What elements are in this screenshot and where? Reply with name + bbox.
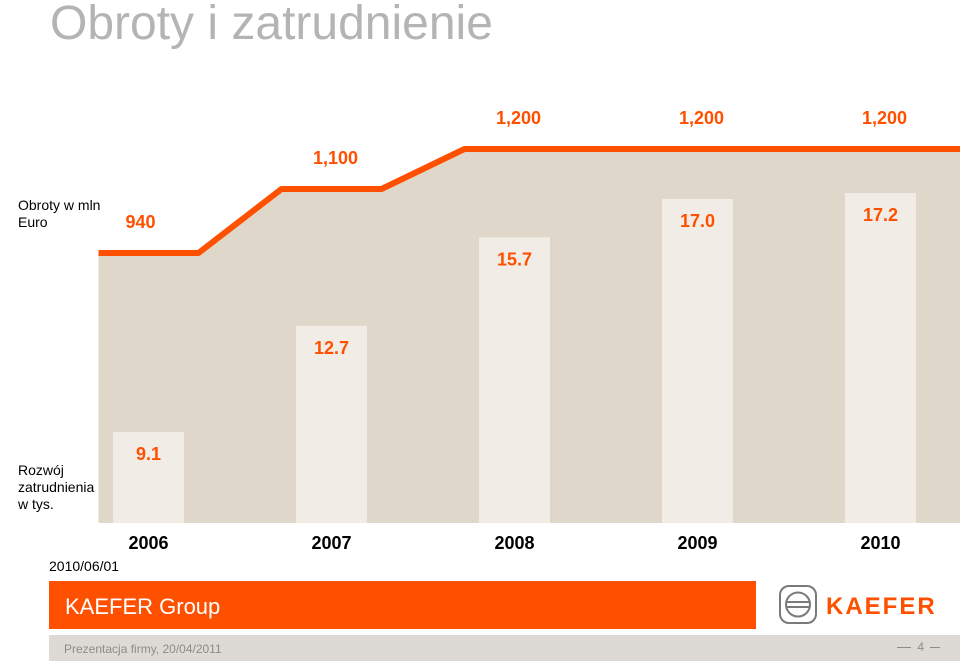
brand-bar: KAEFER Group (49, 581, 756, 629)
revenue-data-label: 940 (125, 212, 155, 232)
employment-bar (113, 432, 184, 523)
employment-bar (479, 237, 550, 523)
chart-labels: 9.1 2006 12.7 2007 15.7 2008 17.0 2009 17.2 2010 9… (125, 108, 907, 553)
employment-series-label: Rozwój zatrudnienia w tys. (18, 462, 94, 513)
page-title: Obroty i zatrudnienie (50, 0, 493, 50)
employment-data-label: 17.2 (863, 205, 898, 225)
employment-data-label: 9.1 (136, 444, 161, 464)
employment-data-label: 15.7 (497, 249, 532, 269)
employment-data-label: 17.0 (680, 211, 715, 231)
year-tick-label: 2010 (860, 533, 900, 553)
revenue-series-label: Obroty w mln Euro (18, 197, 100, 231)
employment-bars (113, 193, 916, 523)
revenue-data-label: 1,200 (496, 108, 541, 128)
revenue-data-label: 1,100 (313, 148, 358, 168)
year-tick-label: 2008 (494, 533, 534, 553)
revenue-label-line: Obroty w mln (18, 197, 101, 213)
footer-text: Prezentacja firmy, 20/04/2011 (64, 642, 222, 656)
employment-bar (296, 325, 367, 523)
employment-data-label: 12.7 (314, 338, 349, 358)
revenue-label-line: Euro (18, 214, 48, 230)
year-tick-label: 2007 (311, 533, 351, 553)
kaefer-logo: KAEFER (779, 585, 937, 624)
revenue-data-label: 1,200 (679, 108, 724, 128)
year-tick-label: 2009 (677, 533, 717, 553)
logo-wordmark: KAEFER (826, 593, 937, 620)
employment-label-line: zatrudnienia (18, 479, 95, 495)
brand-bar-text: KAEFER Group (65, 594, 221, 619)
revenue-data-label: 1,200 (862, 108, 907, 128)
employment-bar (662, 199, 733, 523)
chart: 9.1 2006 12.7 2007 15.7 2008 17.0 2009 17.2 2010 9… (98, 108, 960, 553)
employment-bar (845, 193, 916, 523)
page-number: 4 (897, 640, 940, 654)
employment-label-line: w tys. (18, 496, 54, 512)
year-tick-label: 2006 (128, 533, 168, 553)
footer: Prezentacja firmy, 20/04/2011 4 (49, 635, 960, 661)
revenue-line (98, 146, 960, 256)
date-label: 2010/06/01 (49, 558, 120, 574)
employment-label-line: Rozwój (18, 462, 64, 478)
